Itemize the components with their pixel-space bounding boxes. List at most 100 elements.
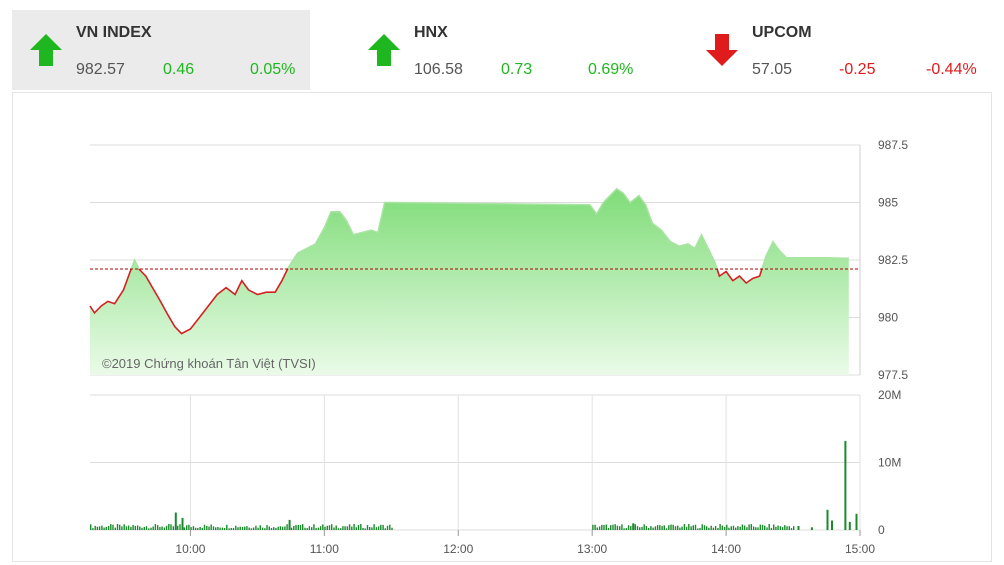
volume-bar [170,524,172,530]
volume-bar [779,526,782,530]
volume-bar [90,524,92,530]
volume-bar [248,527,250,530]
index-panel-vnindex[interactable]: VN INDEX 982.57 0.46 0.05% [12,10,310,90]
volume-bar [139,526,141,530]
volume-bar [677,525,679,530]
volume-bar [788,526,790,530]
volume-bar [786,526,788,530]
volume-bar [199,527,201,530]
volume-bar [107,526,110,530]
volume-spike-bar [848,521,851,530]
volume-bar [183,527,186,530]
index-area [131,188,849,269]
volume-bar [357,525,360,530]
volume-bar [596,527,598,530]
volume-bar [743,525,746,530]
volume-bar [322,524,324,530]
volume-bar [304,527,306,530]
volume-bar [739,526,741,530]
volume-bar [672,524,674,530]
volume-bar [623,528,625,530]
volume-bar [257,527,259,530]
volume-bar [710,525,712,530]
volume-bar [766,527,768,530]
volume-bar [610,525,612,530]
time-tick-label: 11:00 [310,542,339,556]
volume-bar [230,528,232,530]
volume-bar [319,526,322,530]
index-panel-hnx[interactable]: HNX 106.58 0.73 0.69% [350,10,648,90]
volume-bar [110,524,112,530]
volume-bar [759,524,761,530]
volume-bar [192,526,195,530]
volume-bar [281,526,284,530]
volume-bar [750,524,752,530]
volume-bar [627,525,630,530]
volume-bar [391,527,393,530]
volume-bar [612,524,614,530]
volume-bar [264,528,266,530]
volume-bar [625,528,628,530]
volume-bar [112,524,114,530]
up-arrow-icon [30,34,62,66]
volume-bar [159,527,161,530]
index-percent: 0.69% [588,61,634,78]
volume-spike-bar [632,523,635,531]
index-change: 0.73 [501,61,533,78]
volume-bar [98,526,101,530]
volume-bar [143,526,145,530]
index-value: 982.57 [76,61,125,78]
volume-bar [683,524,686,530]
volume-bar [145,526,148,530]
volume-bar [775,526,777,530]
volume-bar [266,525,268,530]
volume-bar [614,524,616,530]
volume-bar [342,526,344,530]
volume-bar [290,527,293,530]
volume-bar [150,527,152,530]
index-change: 0.46 [163,61,195,78]
volume-bar [194,527,197,530]
volume-bar [125,526,128,530]
volume-bar [748,524,750,530]
price-tick-label: 982.5 [878,253,908,267]
volume-bar [773,524,775,530]
price-tick-label: 987.5 [878,138,908,152]
volume-bar [723,527,726,530]
volume-bar [661,526,663,530]
volume-bar [315,528,317,530]
volume-bar [277,526,279,530]
volume-bar [621,524,623,530]
volume-bar [726,524,728,530]
volume-bar [201,527,203,530]
volume-bar [302,524,304,530]
volume-bar [157,525,159,530]
volume-bar [706,526,708,530]
volume-bar [268,526,270,530]
volume-bar [333,527,335,530]
volume-bar [636,526,639,530]
volume-bar [639,527,641,530]
index-area-below-ref [90,268,849,375]
index-name: UPCOM [752,24,812,41]
volume-bar [380,524,382,530]
volume-bar [121,526,123,530]
volume-bar [701,524,703,530]
volume-bar [340,528,342,530]
volume-bar [337,528,340,530]
volume-bar [351,526,353,530]
volume-bar [221,527,224,530]
volume-tick-label: 10M [878,456,901,470]
volume-bar [355,527,357,530]
volume-bar [752,526,755,530]
time-tick-label: 14:00 [711,542,741,556]
volume-bar [594,524,596,530]
volume-spike-bar [174,512,177,530]
volume-bar [297,524,299,530]
volume-bar [598,526,601,530]
volume-bar [348,524,351,530]
volume-bar [377,526,380,530]
volume-bar [697,528,699,530]
index-panel-upcom[interactable]: UPCOM 57.05 -0.25 -0.44% [688,10,986,90]
chart-container [12,92,992,562]
